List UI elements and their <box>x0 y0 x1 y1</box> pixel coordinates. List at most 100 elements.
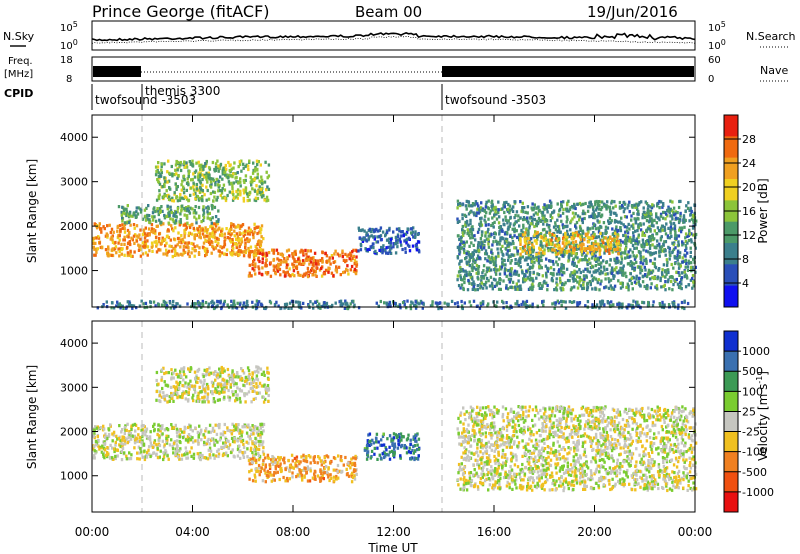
heatmap-cell <box>186 221 189 225</box>
heatmap-cell <box>256 190 259 194</box>
heatmap-cell <box>474 267 478 271</box>
heatmap-cell <box>666 261 669 265</box>
heatmap-cell <box>531 254 535 258</box>
heatmap-cell <box>252 259 255 264</box>
heatmap-cell <box>404 238 408 242</box>
heatmap-cell <box>355 264 358 268</box>
heatmap-cell <box>231 240 234 244</box>
heatmap-cell <box>186 302 189 306</box>
heatmap-cell <box>560 303 563 307</box>
heatmap-cell <box>660 271 664 275</box>
heatmap-cell <box>632 299 635 303</box>
heatmap-cell <box>261 257 264 261</box>
heatmap-cell <box>184 222 187 226</box>
heatmap-cell <box>536 222 540 226</box>
heatmap-cell <box>266 185 269 189</box>
heatmap-cell <box>580 242 584 246</box>
heatmap-cell <box>479 220 483 224</box>
heatmap-cell <box>251 300 254 304</box>
heatmap-cell <box>390 246 393 250</box>
heatmap-cell <box>667 268 670 272</box>
heatmap-cell <box>253 251 256 255</box>
heatmap-cell <box>624 202 627 206</box>
heatmap-cell <box>209 191 213 196</box>
heatmap-cell <box>517 218 520 222</box>
heatmap-cell <box>144 234 147 238</box>
heatmap-cell <box>469 229 472 234</box>
heatmap-cell <box>253 189 257 193</box>
heatmap-cell <box>601 232 604 236</box>
heatmap-cell <box>605 205 608 209</box>
heatmap-cell <box>671 241 674 245</box>
heatmap-cell <box>521 206 524 210</box>
heatmap-cell <box>494 232 497 236</box>
heatmap-cell <box>253 428 256 432</box>
heatmap-cell <box>216 243 219 247</box>
heatmap-cell <box>219 175 222 179</box>
heatmap-cell <box>644 268 647 272</box>
heatmap-cell <box>494 278 497 282</box>
heatmap-cell <box>483 246 486 250</box>
heatmap-cell <box>556 263 559 267</box>
heatmap-cell <box>575 247 578 251</box>
station-title: Prince George (fitACF) <box>92 2 270 21</box>
heatmap-cell <box>314 269 317 273</box>
heatmap-cell <box>121 446 125 451</box>
heatmap-cell <box>590 256 594 260</box>
heatmap-cell <box>203 229 207 233</box>
heatmap-cell <box>488 211 492 215</box>
heatmap-cell <box>216 299 219 303</box>
heatmap-cell <box>653 237 656 241</box>
heatmap-cell <box>373 237 376 241</box>
heatmap-cell <box>178 196 181 200</box>
heatmap-cell <box>637 280 640 284</box>
heatmap-cell <box>624 238 627 242</box>
heatmap-cell <box>469 253 473 257</box>
heatmap-cell <box>251 178 254 182</box>
heatmap-cell <box>647 235 651 239</box>
date-label: 19/Jun/2016 <box>587 3 678 21</box>
heatmap-cell <box>292 269 296 273</box>
heatmap-cell <box>256 251 260 255</box>
heatmap-cell <box>169 187 172 191</box>
heatmap-cell <box>180 183 183 187</box>
heatmap-cell <box>516 302 519 306</box>
heatmap-cell <box>679 214 682 218</box>
heatmap-cell <box>580 234 584 238</box>
heatmap-cell <box>460 267 463 272</box>
heatmap-cell <box>627 284 630 288</box>
heatmap-cell <box>531 266 534 270</box>
heatmap-cell <box>179 428 182 432</box>
heatmap-cell <box>580 235 583 239</box>
heatmap-cell <box>460 246 463 250</box>
heatmap-cell <box>558 249 561 253</box>
heatmap-cell <box>156 446 159 451</box>
heatmap-cell <box>593 223 596 227</box>
heatmap-cell <box>416 232 420 236</box>
heatmap-cell <box>578 268 581 272</box>
heatmap-cell <box>583 277 586 281</box>
heatmap-cell <box>400 234 403 238</box>
heatmap-cell <box>514 302 517 306</box>
heatmap-cell <box>157 161 160 165</box>
heatmap-cell <box>523 244 526 248</box>
heatmap-cell <box>96 428 100 432</box>
heatmap-cell <box>572 257 575 261</box>
heatmap-cell <box>406 299 409 303</box>
heatmap-cell <box>659 247 663 252</box>
heatmap-cell <box>664 280 667 284</box>
heatmap-cell <box>666 214 669 218</box>
heatmap-cell <box>637 225 640 229</box>
heatmap-cell <box>138 457 141 461</box>
heatmap-cell <box>165 234 169 239</box>
heatmap-cell <box>463 280 466 285</box>
heatmap-cell <box>164 244 167 248</box>
heatmap-cell <box>613 274 616 278</box>
heatmap-cell <box>485 286 488 290</box>
heatmap-cell <box>531 260 534 264</box>
heatmap-cell <box>564 306 568 310</box>
heatmap-cell <box>582 269 585 273</box>
heatmap-cell <box>126 245 129 249</box>
heatmap-cell <box>179 252 183 256</box>
heatmap-cell <box>103 440 106 444</box>
